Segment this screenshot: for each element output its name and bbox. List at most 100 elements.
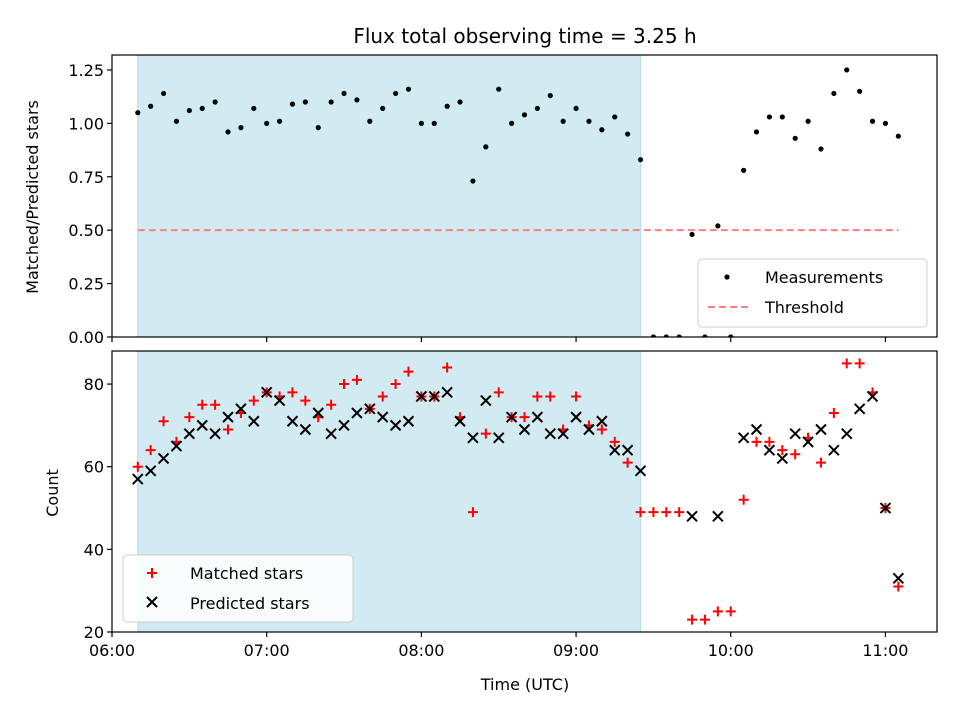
data-point [183,427,196,440]
data-point [132,473,144,485]
x-tick-label: 11:00 [862,641,908,660]
data-point [235,403,247,415]
series-matched-stars [132,358,904,625]
data-point [210,399,221,410]
data-point [560,118,566,124]
data-point [289,101,296,107]
data-point [790,449,801,460]
data-point [392,90,399,97]
data-point [223,424,234,435]
data-point [480,428,491,439]
data-point [225,129,231,135]
data-point [728,334,734,337]
data-point [132,461,143,472]
legend-label: Matched stars [190,564,303,583]
data-point [148,103,154,109]
data-point [518,423,531,436]
data-point [725,606,736,617]
data-point [634,465,647,477]
data-point [389,419,402,432]
data-point [621,444,634,456]
legend-box [697,258,928,328]
data-point [338,419,350,432]
data-point [841,358,852,369]
data-point [390,379,401,390]
data-point [571,391,582,402]
data-point [467,432,479,444]
data-point [380,105,386,112]
y-tick-label: 1.25 [68,61,104,80]
data-point [570,411,582,423]
data-point [441,386,453,399]
data-point [815,423,827,436]
data-point [276,118,283,124]
data-point [326,399,337,410]
data-point [286,415,299,427]
data-point [805,118,811,124]
data-point [158,416,169,427]
data-point [712,510,724,523]
data-point [160,90,167,97]
data-point [377,391,388,402]
data-point [251,105,257,112]
data-point [609,436,620,447]
data-point [818,146,824,152]
data-point [209,427,221,440]
data-point [686,510,698,523]
data-point [596,424,607,435]
legend: Measurements Threshold [697,258,928,328]
data-point [547,92,553,99]
data-point [199,105,205,112]
data-point [325,427,337,440]
data-point [609,444,621,456]
data-point [145,445,156,456]
data-point [599,127,605,133]
data-point [444,103,450,109]
data-point [879,502,892,514]
legend-label: Measurements [765,268,883,287]
data-point [534,105,540,112]
data-point [635,507,646,518]
data-point [328,99,334,105]
data-point [622,457,633,468]
data-point [737,432,750,444]
data-point [857,88,863,94]
data-point [763,444,776,456]
data-point [402,415,415,427]
data-point [841,427,853,440]
data-point [776,452,789,465]
data-point [815,457,826,468]
data-point [869,118,876,124]
legend-marker-dot [724,274,730,280]
y-tick-label: 20 [84,623,104,642]
data-point [341,90,347,97]
data-point [521,112,528,118]
data-point [264,120,270,126]
data-point [431,120,437,126]
data-point [299,423,312,436]
data-point [854,358,865,369]
y-tick-label: 40 [84,540,104,559]
data-point [766,114,773,120]
data-point [367,118,373,124]
data-point [676,334,682,337]
data-point [248,415,260,427]
data-point [186,107,192,114]
data-point [144,465,157,477]
data-point [339,379,350,390]
data-point [376,411,389,423]
y-tick-label: 0.00 [68,328,104,347]
legend-marker-plus [147,568,157,578]
data-point [467,507,478,518]
data-point [135,110,141,116]
data-point [895,133,901,139]
data-point [509,120,515,126]
data-point [315,125,321,131]
data-point [648,507,659,518]
legend-label: Threshold [764,298,844,317]
bottom-panel: 20 40 60 80 06:00 07:00 08:00 09:00 10:00 11:00 Ma… [84,350,938,660]
data-point [738,494,749,505]
legend-marker-x [146,596,158,608]
data-point [470,178,476,184]
